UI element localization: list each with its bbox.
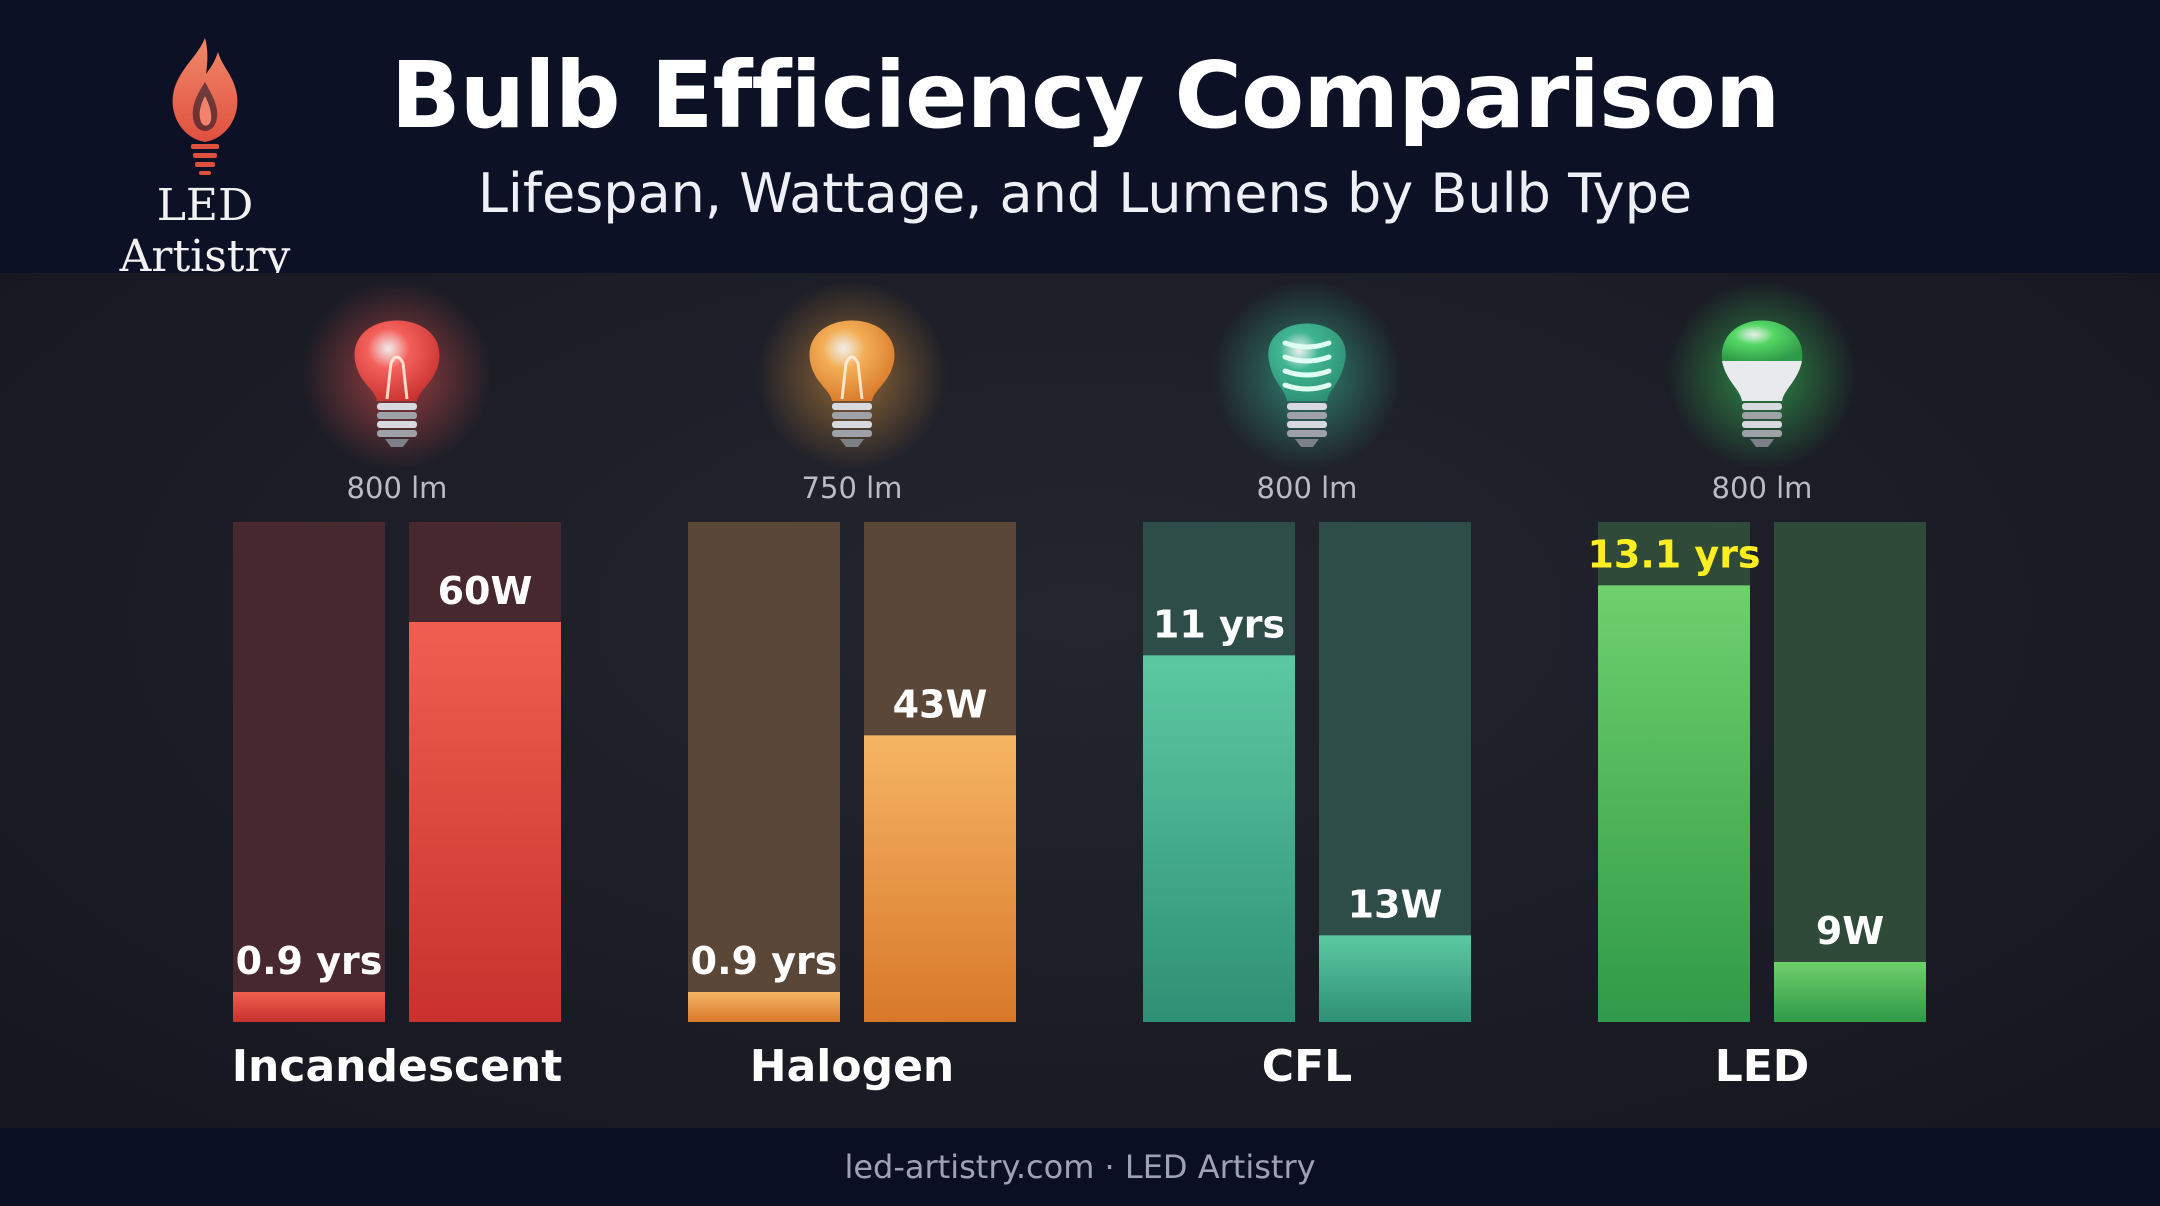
cfl-bulb-icon (1212, 280, 1402, 470)
bar-chart: 800 lm 0.9 yrs 60W Incandescent 750 lm 0.9 yr… (232, 280, 1926, 1092)
lumens-label: 800 lm (347, 471, 448, 505)
bar-track (233, 522, 385, 1022)
data-label: 9W (1816, 909, 1884, 953)
group-halogen: 750 lm 0.9 yrs 43W Halogen (688, 280, 1016, 1092)
data-label: 60W (438, 569, 533, 613)
chart-subtitle: Lifespan, Wattage, and Lumens by Bulb Ty… (477, 162, 1693, 225)
chart-title: Bulb Efficiency Comparison (390, 42, 1781, 149)
data-label: 13W (1348, 882, 1443, 926)
category-label: Incandescent (232, 1041, 563, 1092)
chart-area: 800 lm 0.9 yrs 60W Incandescent 750 lm 0.9 yr… (0, 273, 2160, 1128)
category-label: CFL (1262, 1041, 1352, 1092)
bar (1319, 935, 1471, 1022)
bar (864, 735, 1016, 1022)
category-label: LED (1715, 1041, 1810, 1092)
data-label: 43W (893, 682, 988, 726)
bar (1774, 962, 1926, 1022)
led-bulb-icon (1667, 280, 1857, 470)
bar-track (1774, 522, 1926, 1022)
data-label: 13.1 yrs (1587, 532, 1760, 576)
header: LED Artistry Bulb Efficiency Comparison … (0, 0, 2160, 282)
bar (1143, 655, 1295, 1022)
lumens-label: 750 lm (802, 471, 903, 505)
flame-bulb-icon (172, 38, 238, 175)
bar (233, 992, 385, 1022)
group-incandescent: 800 lm 0.9 yrs 60W Incandescent (232, 280, 563, 1092)
footer: led-artistry.com · LED Artistry (0, 1128, 2160, 1206)
lumens-label: 800 lm (1257, 471, 1358, 505)
data-label: 11 yrs (1153, 602, 1285, 646)
category-label: Halogen (750, 1041, 955, 1092)
brand-logo: LED Artistry (70, 30, 340, 282)
footer-text: led-artistry.com · LED Artistry (844, 1148, 1316, 1186)
data-label: 0.9 yrs (691, 939, 838, 983)
bar (1598, 585, 1750, 1022)
brand-name: LED Artistry (119, 180, 291, 282)
halogen-bulb-icon (757, 280, 947, 470)
group-cfl: 800 lm 11 yrs 13W CFL (1143, 280, 1471, 1092)
bar (688, 992, 840, 1022)
incandescent-bulb-icon (302, 280, 492, 470)
bar-track (688, 522, 840, 1022)
group-led: 800 lm 13.1 yrs 9W LED (1587, 280, 1926, 1092)
bar (409, 622, 561, 1022)
lumens-label: 800 lm (1712, 471, 1813, 505)
data-label: 0.9 yrs (236, 939, 383, 983)
